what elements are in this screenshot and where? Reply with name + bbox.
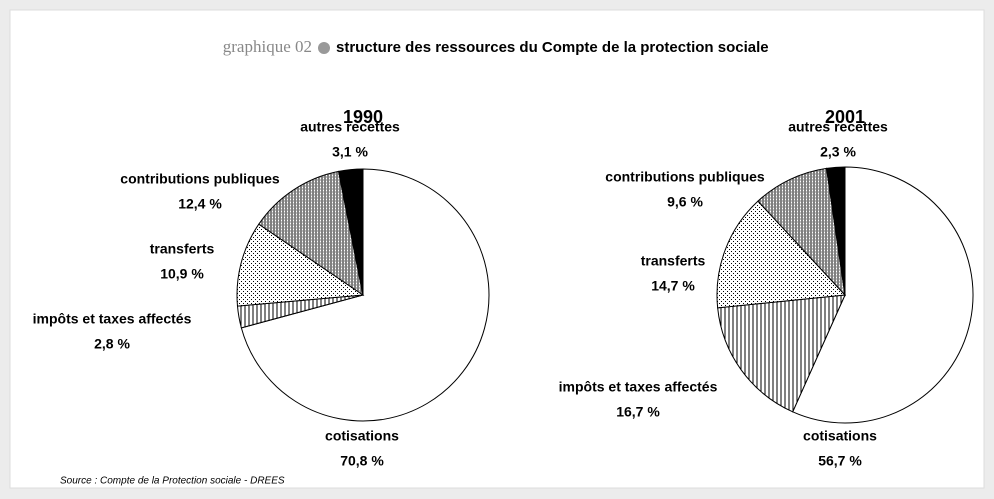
pie-title: 1990 xyxy=(343,107,383,127)
slice-name: autres recettes xyxy=(788,119,888,135)
pie-slice xyxy=(757,167,846,297)
slice-value: 10,9 % xyxy=(160,266,204,282)
slice-name: contributions publiques xyxy=(605,169,765,185)
pie-slice xyxy=(338,168,364,296)
slice-name: transferts xyxy=(150,241,215,257)
source: Source : Compte de la Protection sociale… xyxy=(60,476,285,487)
slice-name: contributions publiques xyxy=(120,171,280,187)
bullet xyxy=(318,42,330,54)
pie-slice xyxy=(826,166,846,296)
slice-value: 14,7 % xyxy=(651,278,695,294)
chart-label: graphique 02 xyxy=(223,37,312,56)
slice-value: 2,3 % xyxy=(820,144,856,160)
pie-slice xyxy=(792,166,974,424)
pie-slice xyxy=(258,170,364,297)
slice-name: autres recettes xyxy=(300,119,400,135)
slice-name: cotisations xyxy=(325,428,399,444)
slice-value: 70,8 % xyxy=(340,453,384,469)
pie-slice xyxy=(240,168,490,422)
slice-value: 56,7 % xyxy=(818,453,862,469)
pie-slice xyxy=(236,223,365,307)
slice-value: 2,8 % xyxy=(94,336,130,352)
slice-name: transferts xyxy=(641,253,706,269)
slice-value: 3,1 % xyxy=(332,144,368,160)
pie-slice xyxy=(716,200,847,309)
pie-title: 2001 xyxy=(825,107,865,127)
slice-name: impôts et taxes affectés xyxy=(33,311,192,327)
chart-title: structure des ressources du Compte de la… xyxy=(336,39,769,56)
pie-slice xyxy=(717,294,846,413)
slice-value: 16,7 % xyxy=(616,404,660,420)
slice-value: 9,6 % xyxy=(667,194,703,210)
slice-value: 12,4 % xyxy=(178,196,222,212)
slice-name: cotisations xyxy=(803,428,877,444)
slice-name: impôts et taxes affectés xyxy=(559,379,718,395)
